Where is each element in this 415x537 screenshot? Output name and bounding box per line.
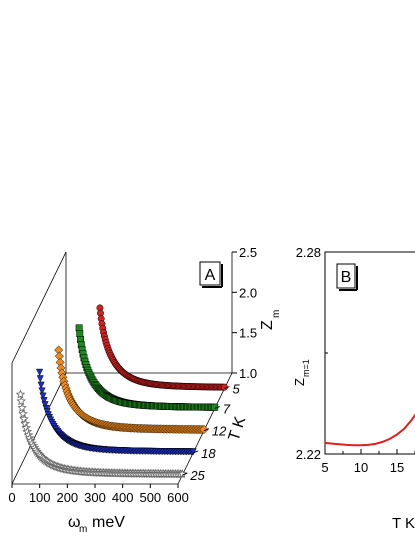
t-axis-tick-label: 18: [201, 446, 216, 461]
x-axis-title-sub: m: [79, 524, 87, 535]
panel-b-x-tick-label: 10: [354, 460, 368, 475]
t-axis-tick: [182, 472, 188, 476]
z-axis-title-sub: m: [271, 310, 282, 318]
t-axis-tick-label: 7: [223, 402, 231, 417]
data-point: [17, 402, 27, 412]
x-axis-tick-label: 0: [8, 490, 15, 505]
series-12k: [54, 345, 209, 435]
panel-a-label: A: [205, 267, 216, 284]
t-axis-tick: [203, 428, 210, 432]
panel-b-x-axis-title: T K: [392, 515, 415, 532]
data-point: [16, 396, 26, 406]
z-axis-tick-label: 2.0: [239, 285, 257, 300]
panel-b-series: [324, 413, 415, 447]
x-axis-tick-label: 500: [139, 490, 161, 505]
data-point: [40, 397, 48, 405]
x-axis-tick-label: 100: [29, 490, 51, 505]
t-axis-tick-label: 5: [232, 382, 240, 397]
panel-b-x-tick-label: 5: [321, 460, 328, 475]
panel-a-zlabel: Z m: [259, 310, 282, 330]
series-5k: [96, 304, 228, 391]
z-axis-tick-label: 1.0: [239, 366, 257, 381]
x-axis-title-symbol: ω: [68, 514, 81, 531]
data-point: [36, 375, 44, 383]
x-axis-tick-label: 600: [167, 490, 189, 505]
box-edge: [11, 251, 67, 364]
panel-a-ticks: 57 12 18 25 1.0 1.5 2.0 2.5 0 100 200 300 400 500 600: [8, 245, 257, 505]
panel-a-label-box: A: [199, 261, 223, 288]
panel-b-y-tick-label: 2.28: [296, 245, 321, 260]
z-axis-tick-label: 2.5: [239, 245, 257, 260]
panel-a-xlabel: ω m meV: [68, 514, 125, 535]
panel-b-label-box: B: [336, 263, 358, 291]
x-axis-title-unit: meV: [92, 514, 125, 531]
series-7k: [75, 324, 219, 411]
panel-b-x-tick-label: 15: [390, 460, 404, 475]
x-axis-tick-label: 300: [84, 490, 106, 505]
panel-b: B 5 10 15 2.22 2.28 Z m=1 T K: [292, 245, 415, 532]
t-axis-tick: [224, 386, 230, 390]
t-axis-tick: [192, 450, 199, 454]
data-point: [75, 324, 83, 332]
panel-a-series: [15, 304, 228, 479]
series-25k: [15, 389, 188, 479]
panel-b-y-tick-label: 2.22: [296, 447, 321, 462]
panel-b-series-line: [324, 413, 415, 447]
panel-b-ticks: 5 10 15 2.22 2.28: [296, 245, 415, 475]
z-axis-tick-label: 1.5: [239, 326, 257, 341]
data-point: [38, 387, 46, 395]
x-axis-tick-label: 400: [112, 490, 134, 505]
data-point: [39, 392, 47, 400]
t-axis-title: T K: [226, 414, 250, 443]
data-point: [35, 368, 44, 377]
data-point: [41, 401, 49, 409]
t-axis-tick-label: 25: [189, 468, 205, 483]
data-point: [199, 424, 209, 435]
data-point: [19, 414, 29, 424]
t-axis-tick: [214, 406, 220, 409]
data-point: [15, 389, 26, 399]
z-axis-title: Z: [259, 320, 276, 330]
panel-b-y-axis-title-sub: m=1: [301, 359, 311, 377]
x-axis-tick-label: 200: [56, 490, 78, 505]
t-axis-tick-label: 12: [212, 424, 227, 439]
series-18k: [35, 368, 197, 456]
data-point: [177, 469, 188, 479]
data-point: [18, 408, 28, 418]
data-point: [37, 381, 45, 389]
panel-b-ylabel: Z m=1: [292, 359, 311, 386]
box-edge: [11, 372, 67, 485]
data-point: [76, 330, 84, 338]
panel-a: A 57 12 18 25 1.0 1.5 2.0 2.5 0 100 200 300 400 500 60…: [8, 245, 282, 535]
panel-b-label: B: [341, 269, 352, 286]
panel-b-y-axis-title: Z: [292, 378, 307, 386]
